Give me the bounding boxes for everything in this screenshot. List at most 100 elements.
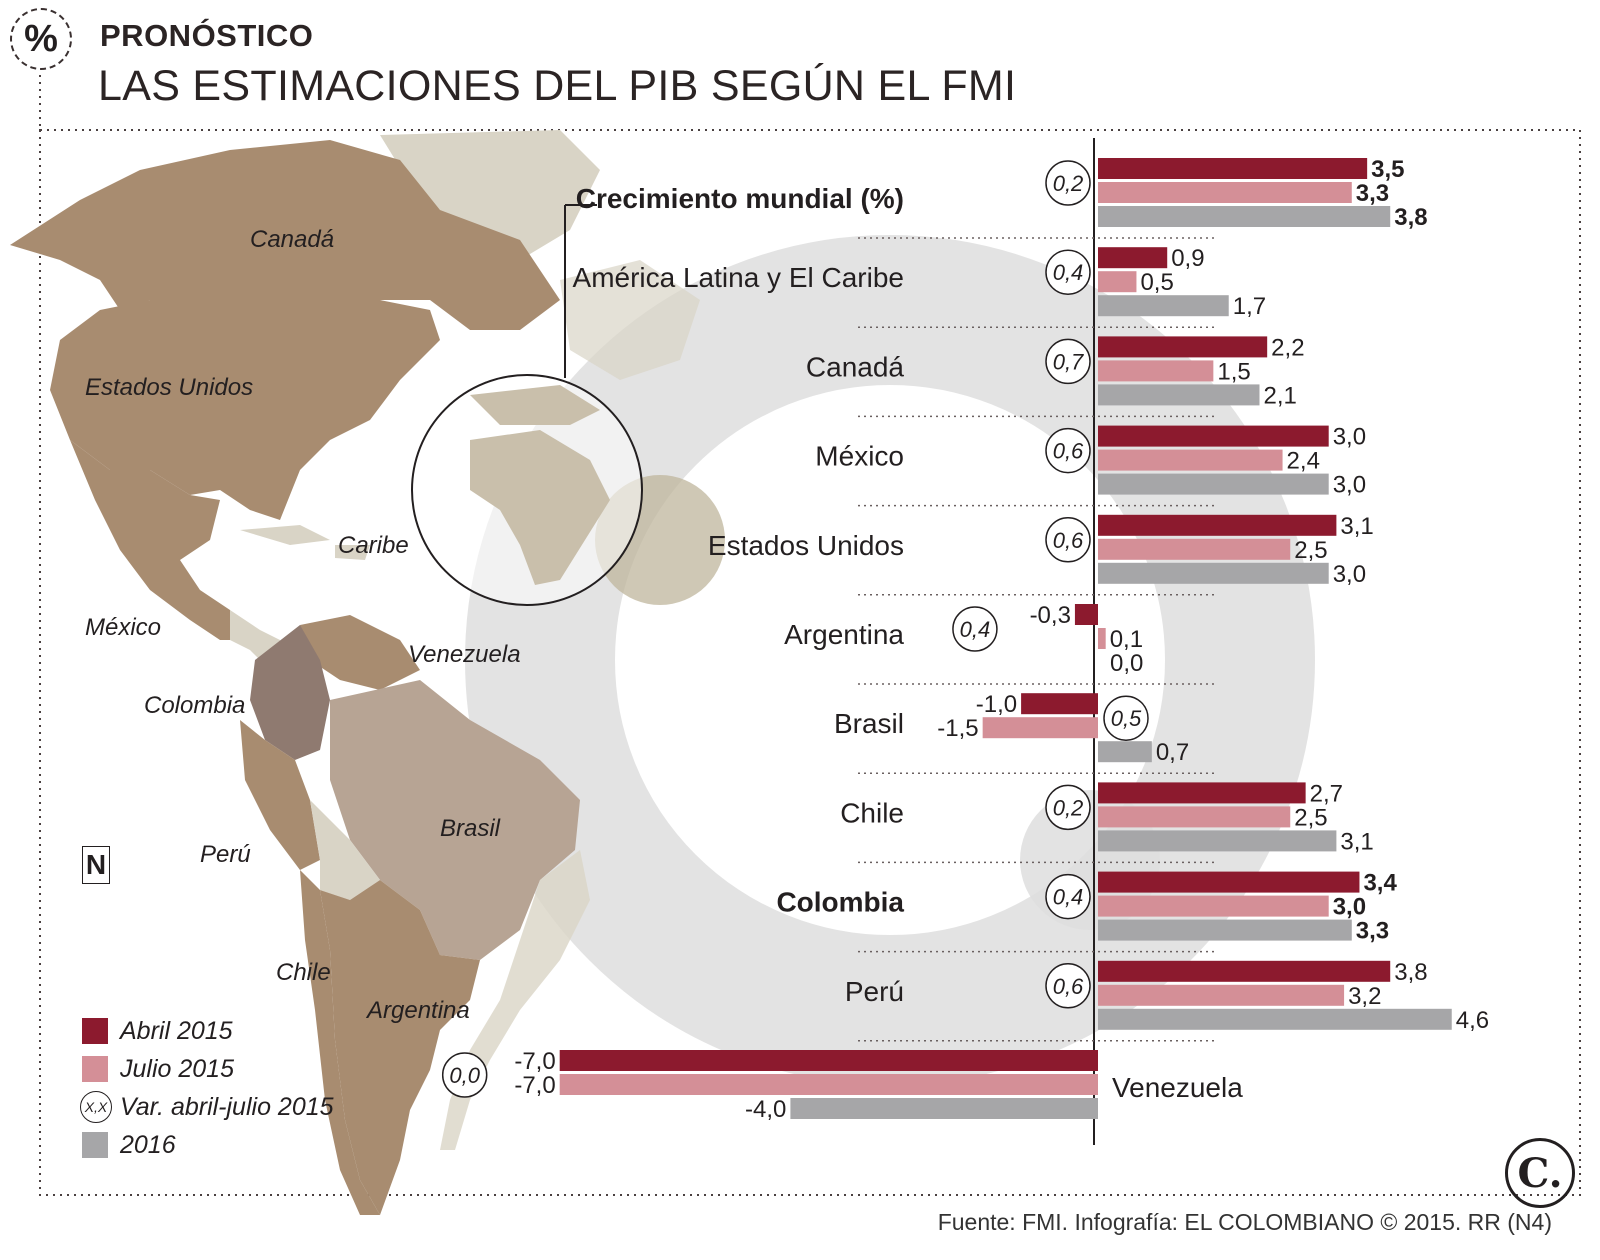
variation-ring	[1045, 249, 1091, 295]
data-label: 2,4	[1287, 448, 1320, 475]
category-label: Argentina	[784, 619, 904, 650]
variation-label: 0,6	[1053, 439, 1084, 464]
data-label: 2,2	[1271, 334, 1304, 361]
data-label: 4,6	[1456, 1007, 1489, 1034]
chile-shape	[300, 870, 380, 1215]
data-label: 2,1	[1263, 382, 1296, 409]
europe-globe-shape	[470, 385, 600, 425]
bar-y2016	[1098, 919, 1352, 941]
bolivia-shape	[310, 800, 380, 900]
category-label: Venezuela	[1112, 1072, 1243, 1103]
bar-abril_2015	[1098, 960, 1391, 982]
data-label: 3,2	[1348, 983, 1381, 1010]
bar-abril_2015	[1098, 871, 1360, 893]
data-label: 3,3	[1356, 180, 1389, 207]
data-label: 2,7	[1310, 780, 1343, 807]
data-label: 1,7	[1233, 293, 1266, 320]
data-label: 3,8	[1394, 204, 1427, 231]
brand-logo: C.	[1505, 1138, 1575, 1208]
kicker: PRONÓSTICO	[100, 18, 314, 53]
data-label: 3,5	[1371, 156, 1404, 183]
category-label: Crecimiento mundial (%)	[576, 183, 904, 214]
bar-julio_2015	[982, 717, 1098, 739]
variation-label: 0,5	[1111, 706, 1142, 731]
data-label: 0,0	[1110, 650, 1143, 677]
argentina-shape	[320, 880, 480, 1215]
legend-item: 2016	[82, 1126, 334, 1164]
bar-julio_2015	[1098, 182, 1352, 203]
bar-julio_2015	[1098, 984, 1345, 1006]
bar-abril_2015	[559, 1050, 1098, 1071]
legend: Abril 2015 Julio 2015 X,X Var. abril-jul…	[80, 1012, 334, 1164]
data-label: 3,0	[1333, 561, 1366, 588]
bar-y2016	[1098, 830, 1337, 852]
variation-ring	[1045, 517, 1091, 563]
data-label: -1,0	[976, 691, 1017, 718]
variation-ring	[1045, 963, 1091, 1009]
variation-ring	[1045, 160, 1091, 206]
americas-map	[10, 130, 700, 1215]
hispaniola-shape	[335, 545, 370, 560]
bar-abril_2015	[1098, 782, 1306, 804]
map-label-mexico: México	[85, 614, 161, 641]
variation-label: 0,4	[1053, 885, 1084, 910]
data-label: -4,0	[745, 1096, 786, 1123]
usa-shape	[50, 300, 440, 520]
bar-abril_2015	[1098, 158, 1368, 179]
bar-y2016	[1098, 741, 1152, 763]
cuba-shape	[240, 525, 330, 545]
frame-border	[39, 129, 1581, 1196]
data-label: 3,0	[1333, 894, 1366, 921]
data-label: -0,3	[1030, 602, 1071, 629]
variation-ring	[1045, 427, 1091, 474]
map-label-chile: Chile	[276, 959, 331, 986]
mexico-shape	[70, 440, 250, 640]
legend-label: 2016	[120, 1130, 176, 1159]
data-label: 3,0	[1333, 472, 1366, 499]
page-title: LAS ESTIMACIONES DEL PIB SEGÚN EL FMI	[98, 62, 1017, 110]
bar-y2016	[1098, 206, 1391, 227]
variation-ring	[441, 1052, 488, 1098]
map-label-brasil: Brasil	[440, 815, 501, 842]
data-label: 3,4	[1363, 870, 1397, 897]
bar-julio_2015	[1098, 806, 1291, 828]
variation-label: 0,6	[1053, 528, 1084, 553]
bar-julio_2015	[1098, 895, 1329, 917]
data-label: 0,9	[1171, 245, 1204, 272]
variation-label: 0,7	[1053, 349, 1084, 374]
africa-shape	[470, 430, 610, 585]
variation-ring	[1045, 338, 1091, 385]
category-label: México	[815, 441, 904, 472]
category-label: Chile	[840, 797, 904, 828]
brasil-shape	[330, 680, 580, 960]
data-label: 3,1	[1340, 513, 1373, 540]
europe-shape	[560, 260, 700, 380]
bar-julio_2015	[559, 1074, 1098, 1095]
bar-y2016	[790, 1098, 1098, 1119]
globe-inset	[411, 204, 725, 606]
data-label: 0,1	[1110, 626, 1143, 653]
north-icon: N	[82, 846, 110, 884]
canada-shape	[10, 140, 560, 330]
variation-ring	[1045, 873, 1091, 920]
data-label: 3,8	[1394, 959, 1427, 986]
map-label-usa: Estados Unidos	[85, 374, 253, 401]
data-label: 2,5	[1294, 804, 1327, 831]
legend-swatch-julio	[82, 1056, 108, 1082]
bar-y2016	[1098, 384, 1260, 406]
variation-ring	[1103, 695, 1149, 741]
bar-julio_2015	[1098, 271, 1137, 293]
bar-abril_2015	[1098, 247, 1168, 269]
legend-swatch-abril	[82, 1018, 108, 1044]
data-label: 3,1	[1340, 828, 1373, 855]
bar-julio_2015	[1098, 628, 1106, 649]
greenland-shape	[380, 130, 600, 260]
map-label-colombia: Colombia	[144, 692, 245, 719]
category-label: América Latina y El Caribe	[573, 262, 904, 293]
bar-julio_2015	[1098, 538, 1291, 560]
bar-abril_2015	[1074, 604, 1098, 625]
data-label: -7,0	[514, 1048, 555, 1075]
variation-label: 0,4	[960, 617, 991, 642]
